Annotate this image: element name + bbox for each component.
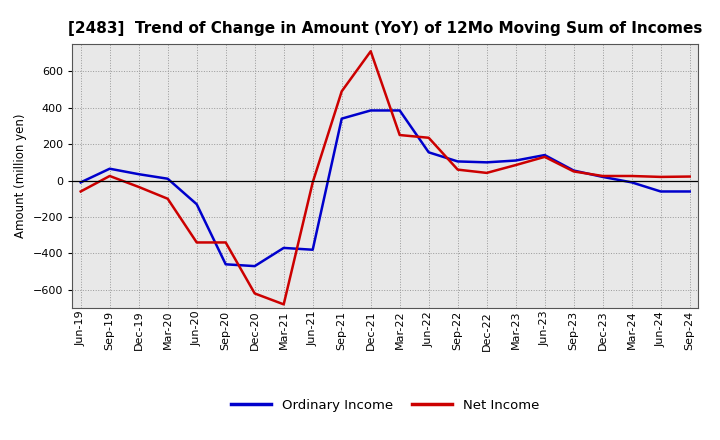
Ordinary Income bbox=[454, 159, 462, 164]
Net Income bbox=[541, 154, 549, 160]
Ordinary Income bbox=[685, 189, 694, 194]
Ordinary Income bbox=[192, 202, 201, 207]
Ordinary Income bbox=[76, 180, 85, 185]
Net Income bbox=[366, 49, 375, 54]
Ordinary Income bbox=[541, 152, 549, 158]
Line: Net Income: Net Income bbox=[81, 51, 690, 304]
Net Income bbox=[192, 240, 201, 245]
Ordinary Income bbox=[308, 247, 317, 253]
Legend: Ordinary Income, Net Income: Ordinary Income, Net Income bbox=[226, 394, 544, 418]
Net Income bbox=[482, 170, 491, 176]
Ordinary Income bbox=[338, 116, 346, 121]
Net Income bbox=[279, 302, 288, 307]
Net Income bbox=[163, 196, 172, 202]
Ordinary Income bbox=[279, 245, 288, 250]
Title: [2483]  Trend of Change in Amount (YoY) of 12Mo Moving Sum of Incomes: [2483] Trend of Change in Amount (YoY) o… bbox=[68, 21, 703, 36]
Net Income bbox=[511, 162, 520, 168]
Net Income bbox=[570, 169, 578, 174]
Net Income bbox=[135, 184, 143, 190]
Ordinary Income bbox=[627, 180, 636, 185]
Ordinary Income bbox=[424, 150, 433, 155]
Ordinary Income bbox=[570, 168, 578, 173]
Y-axis label: Amount (million yen): Amount (million yen) bbox=[14, 114, 27, 238]
Net Income bbox=[627, 173, 636, 179]
Ordinary Income bbox=[366, 108, 375, 113]
Ordinary Income bbox=[657, 189, 665, 194]
Net Income bbox=[308, 180, 317, 185]
Net Income bbox=[424, 135, 433, 140]
Net Income bbox=[685, 174, 694, 179]
Ordinary Income bbox=[221, 262, 230, 267]
Net Income bbox=[76, 189, 85, 194]
Line: Ordinary Income: Ordinary Income bbox=[81, 110, 690, 266]
Net Income bbox=[598, 173, 607, 179]
Net Income bbox=[251, 291, 259, 296]
Net Income bbox=[454, 167, 462, 172]
Ordinary Income bbox=[482, 160, 491, 165]
Ordinary Income bbox=[105, 166, 114, 171]
Net Income bbox=[221, 240, 230, 245]
Ordinary Income bbox=[251, 264, 259, 269]
Net Income bbox=[105, 173, 114, 179]
Ordinary Income bbox=[163, 176, 172, 181]
Net Income bbox=[657, 174, 665, 180]
Net Income bbox=[338, 89, 346, 94]
Ordinary Income bbox=[395, 108, 404, 113]
Net Income bbox=[395, 132, 404, 138]
Ordinary Income bbox=[511, 158, 520, 163]
Ordinary Income bbox=[598, 174, 607, 180]
Ordinary Income bbox=[135, 172, 143, 177]
